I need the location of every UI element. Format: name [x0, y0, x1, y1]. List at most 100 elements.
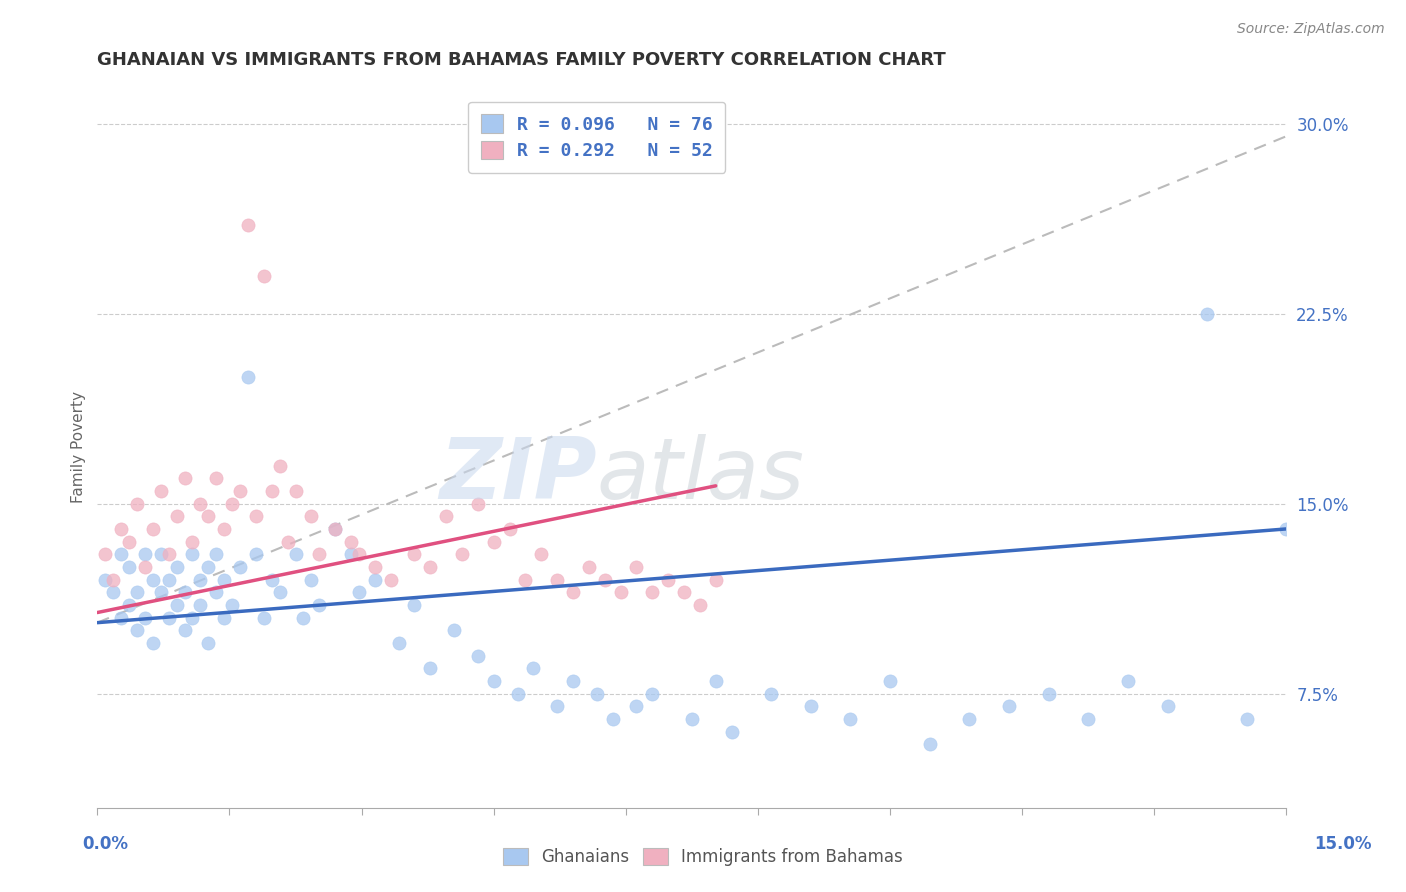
Point — [253, 268, 276, 283]
Point — [522, 661, 544, 675]
Point — [157, 610, 180, 624]
Point — [1236, 712, 1258, 726]
Point — [578, 560, 600, 574]
Point — [340, 534, 363, 549]
Point — [166, 598, 188, 612]
Point — [166, 509, 188, 524]
Point — [672, 585, 695, 599]
Point — [364, 573, 387, 587]
Point — [530, 547, 553, 561]
Point — [299, 573, 322, 587]
Text: GHANAIAN VS IMMIGRANTS FROM BAHAMAS FAMILY POVERTY CORRELATION CHART: GHANAIAN VS IMMIGRANTS FROM BAHAMAS FAMI… — [97, 51, 946, 69]
Point — [323, 522, 346, 536]
Point — [323, 522, 346, 536]
Point — [998, 699, 1021, 714]
Point — [149, 483, 172, 498]
Point — [562, 585, 585, 599]
Point — [292, 610, 315, 624]
Point — [110, 610, 132, 624]
Point — [482, 673, 505, 688]
Point — [681, 712, 703, 726]
Point — [299, 509, 322, 524]
Point — [277, 534, 299, 549]
Point — [451, 547, 474, 561]
Point — [347, 547, 370, 561]
Point — [94, 573, 117, 587]
Point — [1275, 522, 1298, 536]
Point — [918, 737, 941, 751]
Point — [609, 585, 631, 599]
Point — [118, 598, 141, 612]
Point — [1197, 307, 1219, 321]
Point — [498, 522, 520, 536]
Point — [467, 497, 489, 511]
Point — [125, 497, 148, 511]
Point — [434, 509, 457, 524]
Point — [689, 598, 711, 612]
Point — [181, 610, 204, 624]
Point — [149, 585, 172, 599]
Point — [308, 547, 330, 561]
Point — [482, 534, 505, 549]
Point — [103, 573, 125, 587]
Point — [253, 610, 276, 624]
Point — [759, 687, 782, 701]
Point — [657, 573, 679, 587]
Point — [110, 547, 132, 561]
Point — [157, 547, 180, 561]
Point — [173, 471, 195, 485]
Point — [387, 636, 409, 650]
Point — [419, 661, 441, 675]
Point — [1116, 673, 1139, 688]
Text: 15.0%: 15.0% — [1315, 835, 1371, 853]
Point — [308, 598, 330, 612]
Point — [260, 483, 283, 498]
Point — [245, 509, 267, 524]
Point — [212, 522, 235, 536]
Point — [181, 534, 204, 549]
Point — [221, 497, 243, 511]
Legend: Ghanaians, Immigrants from Bahamas: Ghanaians, Immigrants from Bahamas — [496, 841, 910, 873]
Point — [205, 471, 228, 485]
Point — [110, 522, 132, 536]
Point — [602, 712, 624, 726]
Point — [245, 547, 267, 561]
Point — [221, 598, 243, 612]
Point — [157, 573, 180, 587]
Point — [190, 497, 212, 511]
Point — [229, 483, 252, 498]
Point — [134, 547, 156, 561]
Point — [641, 585, 664, 599]
Point — [800, 699, 823, 714]
Point — [236, 370, 259, 384]
Point — [626, 560, 648, 574]
Point — [593, 573, 616, 587]
Point — [142, 636, 165, 650]
Point — [720, 724, 742, 739]
Point — [419, 560, 441, 574]
Point — [269, 585, 291, 599]
Point — [443, 624, 465, 638]
Point — [704, 673, 727, 688]
Point — [125, 624, 148, 638]
Text: atlas: atlas — [596, 434, 804, 517]
Point — [142, 573, 165, 587]
Point — [340, 547, 363, 561]
Point — [506, 687, 529, 701]
Point — [1156, 699, 1178, 714]
Point — [149, 547, 172, 561]
Point — [190, 573, 212, 587]
Point — [347, 585, 370, 599]
Point — [236, 218, 259, 232]
Point — [205, 547, 228, 561]
Text: ZIP: ZIP — [439, 434, 596, 517]
Point — [173, 585, 195, 599]
Point — [704, 573, 727, 587]
Point — [197, 509, 219, 524]
Point — [125, 585, 148, 599]
Point — [205, 585, 228, 599]
Point — [1038, 687, 1060, 701]
Point — [404, 598, 426, 612]
Point — [467, 648, 489, 663]
Point — [585, 687, 607, 701]
